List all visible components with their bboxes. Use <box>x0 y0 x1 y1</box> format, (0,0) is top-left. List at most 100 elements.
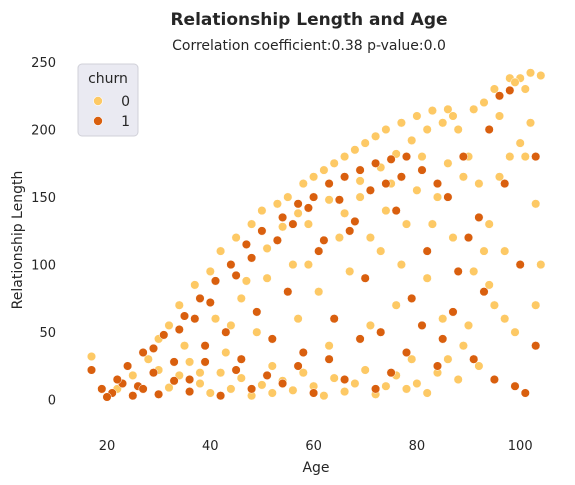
point-churn-1-10 <box>179 311 190 321</box>
x-tick-100: 100 <box>508 439 533 454</box>
point-churn-1-17 <box>236 354 246 364</box>
point-churn-0-16 <box>247 219 257 229</box>
point-churn-0-117 <box>340 208 350 218</box>
point-churn-1-30 <box>340 172 350 182</box>
x-tick-60: 60 <box>305 439 322 454</box>
point-churn-0-91 <box>340 387 350 397</box>
point-churn-1-20 <box>257 226 267 236</box>
point-churn-0-106 <box>185 357 195 367</box>
point-churn-0-77 <box>484 280 494 290</box>
point-churn-0-133 <box>458 172 468 182</box>
point-churn-1-4 <box>123 361 133 371</box>
point-churn-1-61 <box>448 307 458 317</box>
point-churn-1-95 <box>334 195 344 205</box>
point-churn-0-49 <box>422 273 432 283</box>
point-churn-0-68 <box>520 84 530 94</box>
point-churn-1-15 <box>221 327 231 337</box>
point-churn-1-7 <box>148 368 159 378</box>
point-churn-0-92 <box>329 373 339 383</box>
point-churn-1-8 <box>159 330 169 340</box>
point-churn-0-108 <box>164 383 174 393</box>
point-churn-0-62 <box>489 300 499 310</box>
point-churn-0-59 <box>474 179 484 189</box>
point-churn-0-21 <box>272 199 282 209</box>
point-churn-0-96 <box>288 385 298 395</box>
point-churn-0-83 <box>422 388 432 398</box>
point-churn-1-78 <box>185 387 195 397</box>
point-churn-0-23 <box>288 260 298 270</box>
point-churn-0-66 <box>510 327 520 337</box>
point-churn-0-101 <box>236 373 246 383</box>
point-churn-1-54 <box>510 381 520 391</box>
point-churn-0-137 <box>396 260 406 270</box>
point-churn-1-9 <box>169 357 179 367</box>
point-churn-0-128 <box>520 152 530 162</box>
point-churn-0-93 <box>319 391 329 401</box>
point-churn-0-13 <box>221 347 231 358</box>
point-churn-0-79 <box>463 320 474 330</box>
point-churn-1-80 <box>154 389 164 399</box>
point-churn-1-29 <box>329 314 339 324</box>
legend-marker-0 <box>93 96 103 106</box>
point-churn-0-78 <box>474 361 484 371</box>
point-churn-0-17 <box>252 327 262 337</box>
point-churn-1-28 <box>324 179 334 189</box>
point-churn-1-89 <box>231 270 241 280</box>
point-churn-0-81 <box>443 354 453 364</box>
point-churn-1-23 <box>283 287 293 297</box>
y-tick-100: 100 <box>31 259 56 274</box>
point-churn-0-34 <box>345 266 355 276</box>
point-churn-1-47 <box>469 354 479 364</box>
point-churn-0-40 <box>376 246 386 256</box>
point-churn-1-42 <box>432 179 443 189</box>
point-churn-0-7 <box>179 341 190 351</box>
point-churn-1-32 <box>355 165 365 175</box>
point-churn-0-138 <box>381 206 391 216</box>
point-churn-0-76 <box>494 172 505 182</box>
point-churn-1-63 <box>417 320 427 330</box>
legend-title: churn <box>88 71 128 87</box>
point-churn-0-123 <box>438 118 448 128</box>
point-churn-1-49 <box>484 124 494 135</box>
point-churn-0-105 <box>195 378 205 389</box>
point-churn-0-99 <box>257 380 267 390</box>
point-churn-0-85 <box>401 384 412 394</box>
point-churn-0-121 <box>407 135 417 145</box>
point-churn-1-96 <box>350 216 360 226</box>
point-churn-1-69 <box>324 354 334 364</box>
y-tick-50: 50 <box>39 326 56 341</box>
chart-subtitle: Correlation coefficient:0.38 p-value:0.0 <box>172 38 446 54</box>
point-churn-0-89 <box>360 365 370 375</box>
point-churn-1-37 <box>391 206 401 216</box>
point-churn-1-60 <box>463 233 474 243</box>
point-churn-0-75 <box>505 152 515 162</box>
point-churn-0-6 <box>174 300 184 310</box>
point-churn-0-114 <box>293 208 303 218</box>
point-churn-0-36 <box>355 192 365 202</box>
point-churn-0-27 <box>309 172 319 182</box>
point-churn-1-81 <box>138 384 148 394</box>
point-churn-0-104 <box>205 388 215 398</box>
point-churn-1-44 <box>443 192 453 202</box>
y-tick-150: 150 <box>31 191 56 206</box>
point-churn-0-116 <box>324 195 334 205</box>
point-churn-0-28 <box>314 287 324 297</box>
point-churn-0-8 <box>190 280 200 290</box>
point-churn-0-12 <box>216 246 226 256</box>
point-churn-0-22 <box>283 192 293 202</box>
point-churn-1-67 <box>355 334 365 344</box>
point-churn-0-71 <box>531 300 541 310</box>
point-churn-1-45 <box>453 266 463 276</box>
points-layer <box>86 68 546 402</box>
point-churn-1-19 <box>252 307 262 317</box>
point-churn-0-3 <box>143 354 153 364</box>
x-tick-20: 20 <box>99 439 116 454</box>
legend-box <box>77 63 139 137</box>
point-churn-1-62 <box>432 361 443 371</box>
point-churn-1-38 <box>401 152 412 162</box>
point-churn-0-38 <box>365 320 375 330</box>
point-churn-1-91 <box>272 235 282 245</box>
point-churn-0-64 <box>500 246 510 256</box>
point-churn-0-25 <box>298 179 308 189</box>
point-churn-0-58 <box>469 266 479 276</box>
